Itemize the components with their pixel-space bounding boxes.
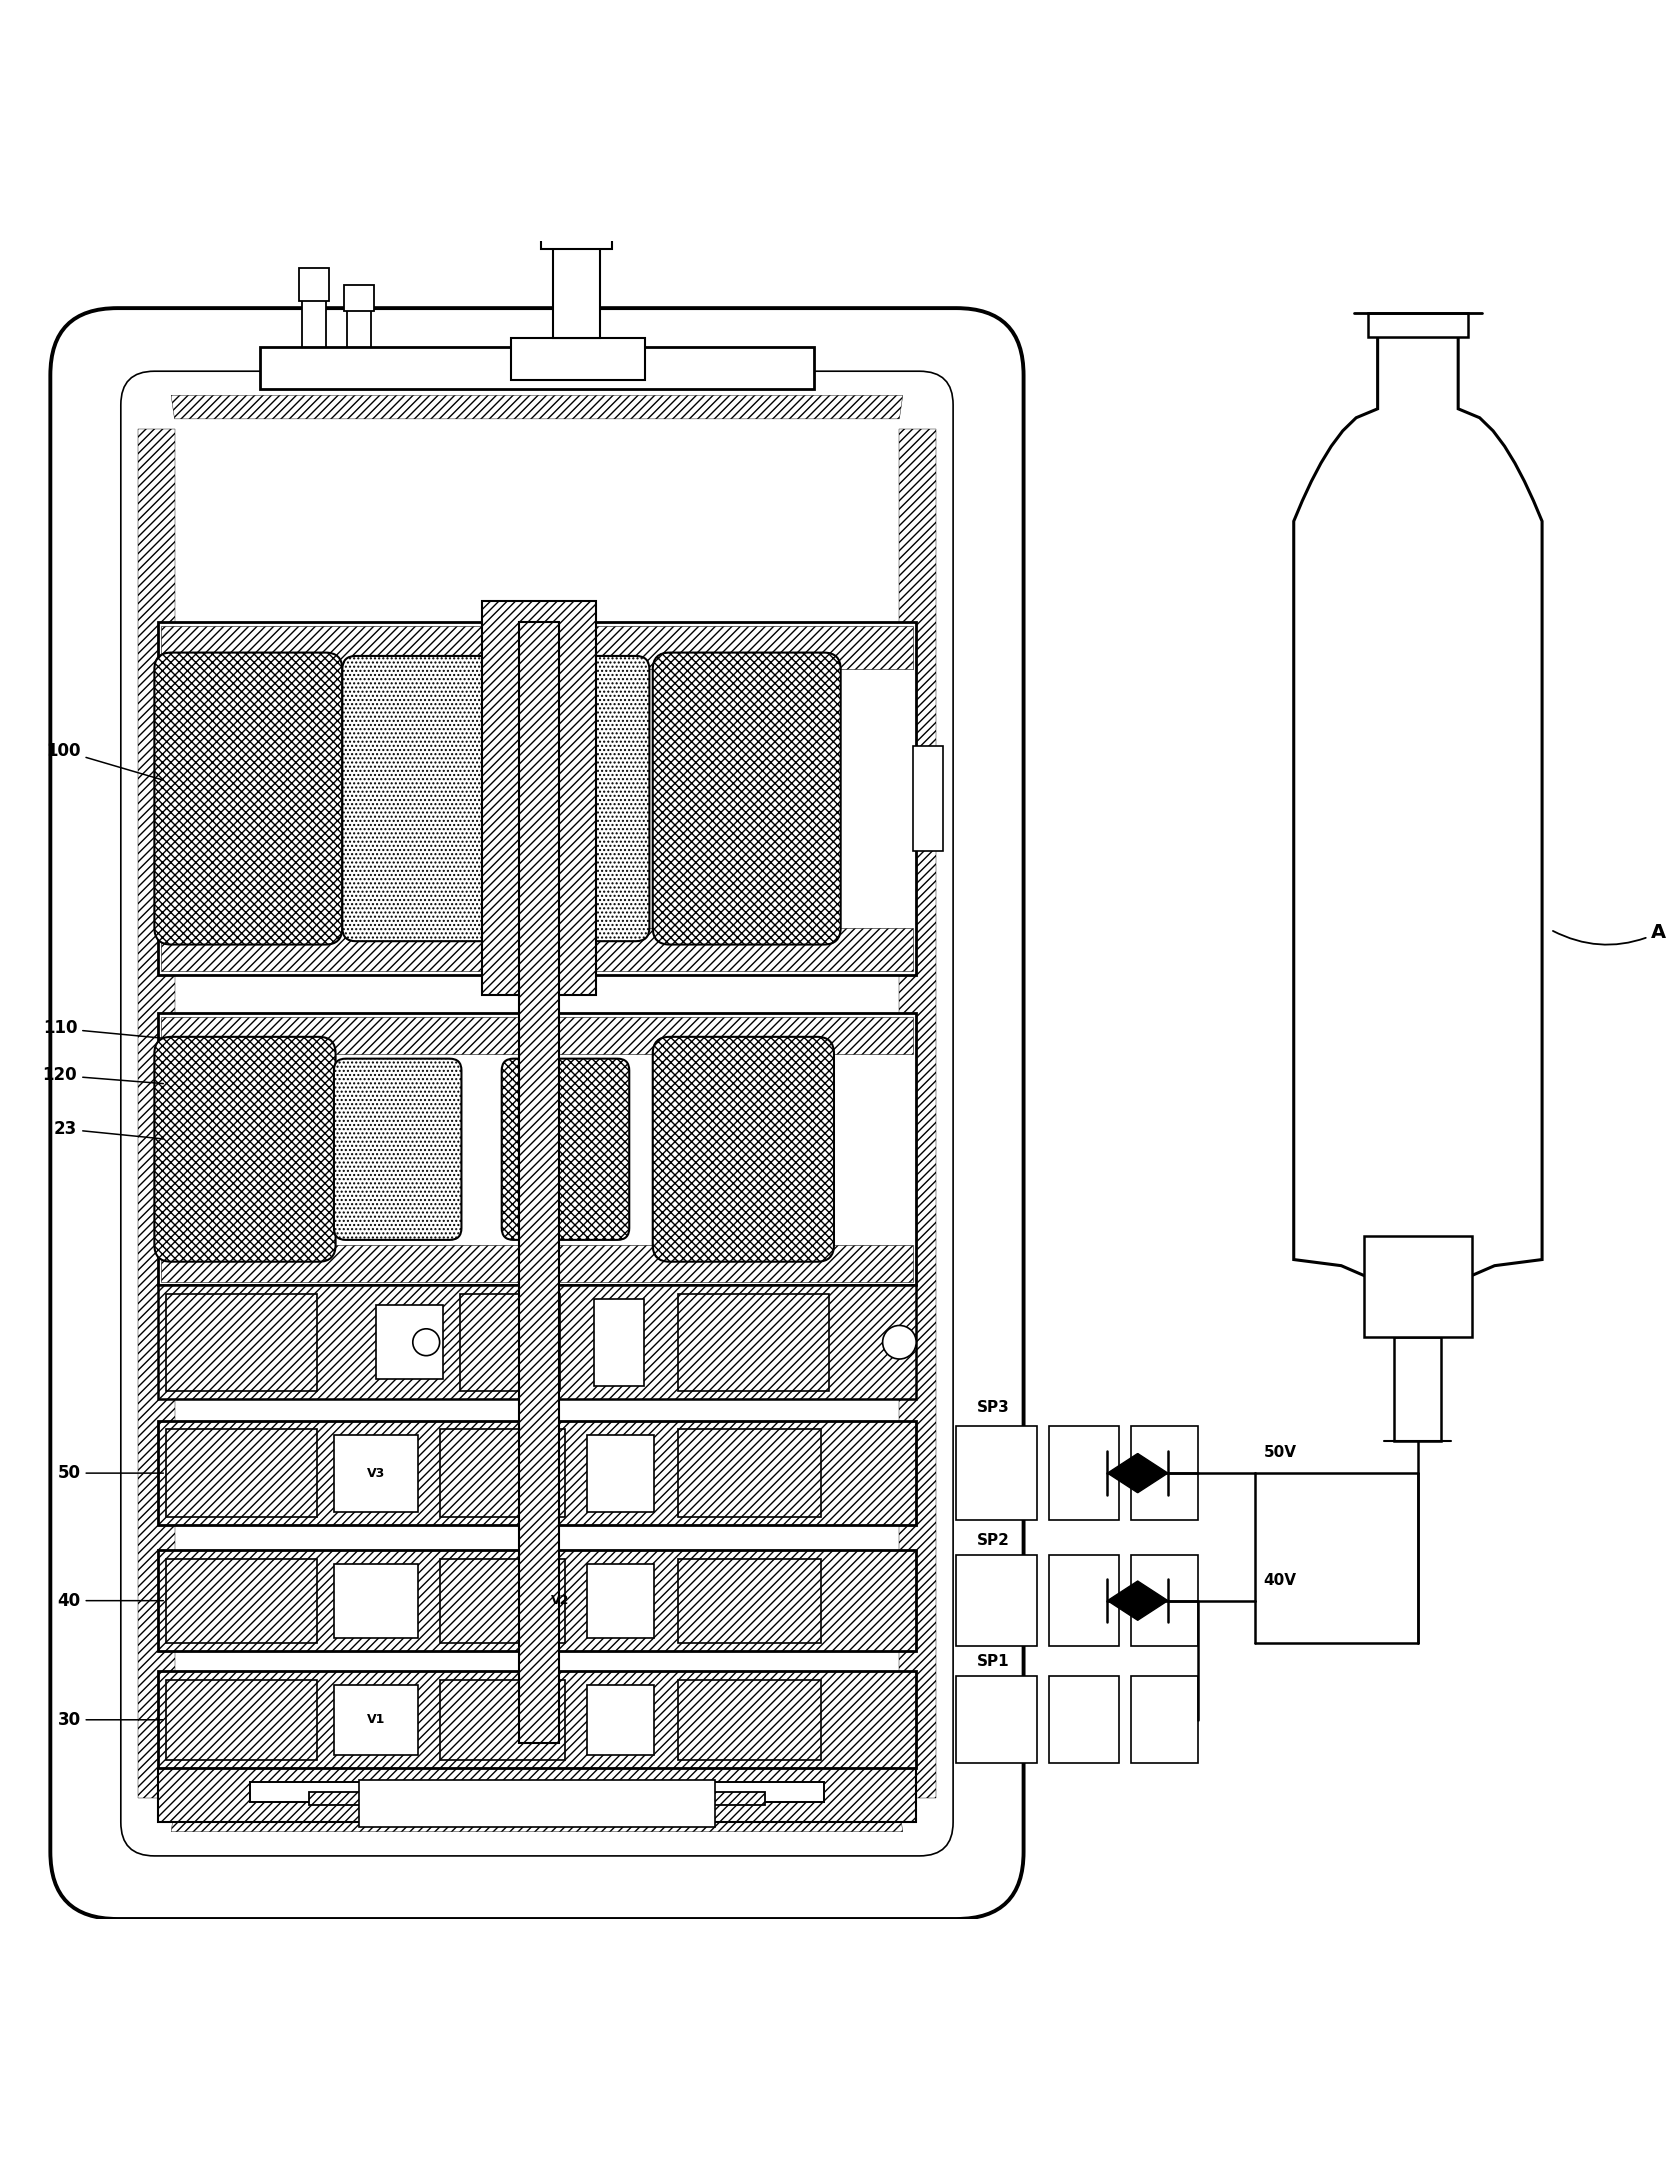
- Bar: [1049, 1426, 1119, 1521]
- Bar: [440, 1560, 565, 1642]
- Bar: [1364, 1236, 1472, 1337]
- FancyBboxPatch shape: [502, 1058, 629, 1240]
- Bar: [158, 1551, 916, 1650]
- FancyBboxPatch shape: [653, 652, 841, 944]
- Bar: [166, 1560, 317, 1642]
- Bar: [158, 1672, 916, 1769]
- Bar: [158, 1421, 916, 1525]
- Bar: [587, 1685, 654, 1756]
- Bar: [359, 1780, 715, 1827]
- Text: V1: V1: [367, 1713, 384, 1726]
- FancyBboxPatch shape: [653, 1037, 834, 1261]
- Bar: [540, 82, 611, 132]
- Bar: [1049, 1676, 1119, 1763]
- Bar: [913, 745, 943, 851]
- Bar: [1394, 1337, 1441, 1441]
- FancyBboxPatch shape: [342, 657, 495, 942]
- Text: 120: 120: [42, 1067, 163, 1084]
- Bar: [482, 600, 596, 996]
- Bar: [250, 1782, 824, 1801]
- Polygon shape: [899, 430, 936, 1797]
- Bar: [678, 1294, 829, 1391]
- FancyBboxPatch shape: [121, 372, 953, 1855]
- FancyBboxPatch shape: [50, 309, 1024, 1918]
- Bar: [956, 1676, 1037, 1763]
- Polygon shape: [161, 929, 913, 972]
- Bar: [557, 147, 596, 227]
- Bar: [594, 1298, 644, 1387]
- Text: SP2: SP2: [977, 1534, 1010, 1549]
- Bar: [309, 1793, 765, 1806]
- Bar: [158, 622, 916, 974]
- Bar: [587, 1564, 654, 1637]
- Bar: [158, 1013, 916, 1285]
- Text: 23: 23: [54, 1121, 163, 1138]
- Text: 30: 30: [57, 1711, 163, 1728]
- Polygon shape: [171, 395, 903, 419]
- Text: SP1: SP1: [977, 1655, 1008, 1668]
- Bar: [1131, 1555, 1198, 1646]
- FancyBboxPatch shape: [154, 1037, 336, 1261]
- Polygon shape: [1138, 1454, 1168, 1493]
- Text: 100: 100: [45, 741, 163, 780]
- Circle shape: [883, 1326, 916, 1359]
- Bar: [299, 268, 329, 302]
- Bar: [166, 1680, 317, 1760]
- Bar: [376, 1305, 443, 1378]
- Bar: [1368, 313, 1468, 337]
- Bar: [260, 348, 814, 389]
- Bar: [1049, 1555, 1119, 1646]
- Polygon shape: [1294, 337, 1542, 1339]
- Bar: [519, 622, 559, 1743]
- Bar: [347, 307, 371, 348]
- Bar: [1131, 1676, 1198, 1763]
- Circle shape: [413, 1328, 440, 1356]
- Bar: [512, 339, 646, 380]
- Bar: [540, 227, 611, 248]
- Text: V3: V3: [367, 1467, 384, 1480]
- Bar: [678, 1680, 821, 1760]
- Bar: [554, 242, 601, 339]
- Text: A: A: [1552, 922, 1666, 944]
- Text: 40: 40: [57, 1592, 163, 1609]
- Bar: [334, 1434, 418, 1512]
- Bar: [334, 1685, 418, 1756]
- Bar: [158, 1769, 916, 1823]
- Bar: [956, 1426, 1037, 1521]
- Polygon shape: [161, 1017, 913, 1054]
- Text: SP3: SP3: [977, 1400, 1010, 1415]
- Polygon shape: [138, 430, 175, 1797]
- Bar: [587, 1434, 654, 1512]
- Bar: [166, 1430, 317, 1516]
- Bar: [440, 1680, 565, 1760]
- FancyBboxPatch shape: [334, 1058, 461, 1240]
- Bar: [158, 1285, 916, 1400]
- Polygon shape: [1107, 1454, 1138, 1493]
- Bar: [678, 1430, 821, 1516]
- Polygon shape: [1138, 1581, 1168, 1620]
- FancyBboxPatch shape: [154, 652, 342, 944]
- Text: V2: V2: [552, 1594, 569, 1607]
- Bar: [460, 1294, 560, 1391]
- Bar: [334, 1564, 418, 1637]
- Text: 50: 50: [57, 1464, 163, 1482]
- Text: 110: 110: [42, 1020, 163, 1039]
- FancyBboxPatch shape: [497, 657, 649, 942]
- Bar: [678, 1560, 821, 1642]
- Bar: [524, 130, 628, 151]
- Polygon shape: [161, 1244, 913, 1281]
- Polygon shape: [161, 626, 913, 670]
- Bar: [440, 1430, 565, 1516]
- Bar: [166, 1294, 317, 1391]
- Text: 40V: 40V: [1264, 1572, 1297, 1588]
- Polygon shape: [1107, 1581, 1138, 1620]
- Polygon shape: [171, 1808, 903, 1832]
- Bar: [1131, 1426, 1198, 1521]
- Bar: [344, 285, 374, 311]
- Text: 50V: 50V: [1264, 1445, 1297, 1460]
- Bar: [302, 296, 326, 348]
- Bar: [956, 1555, 1037, 1646]
